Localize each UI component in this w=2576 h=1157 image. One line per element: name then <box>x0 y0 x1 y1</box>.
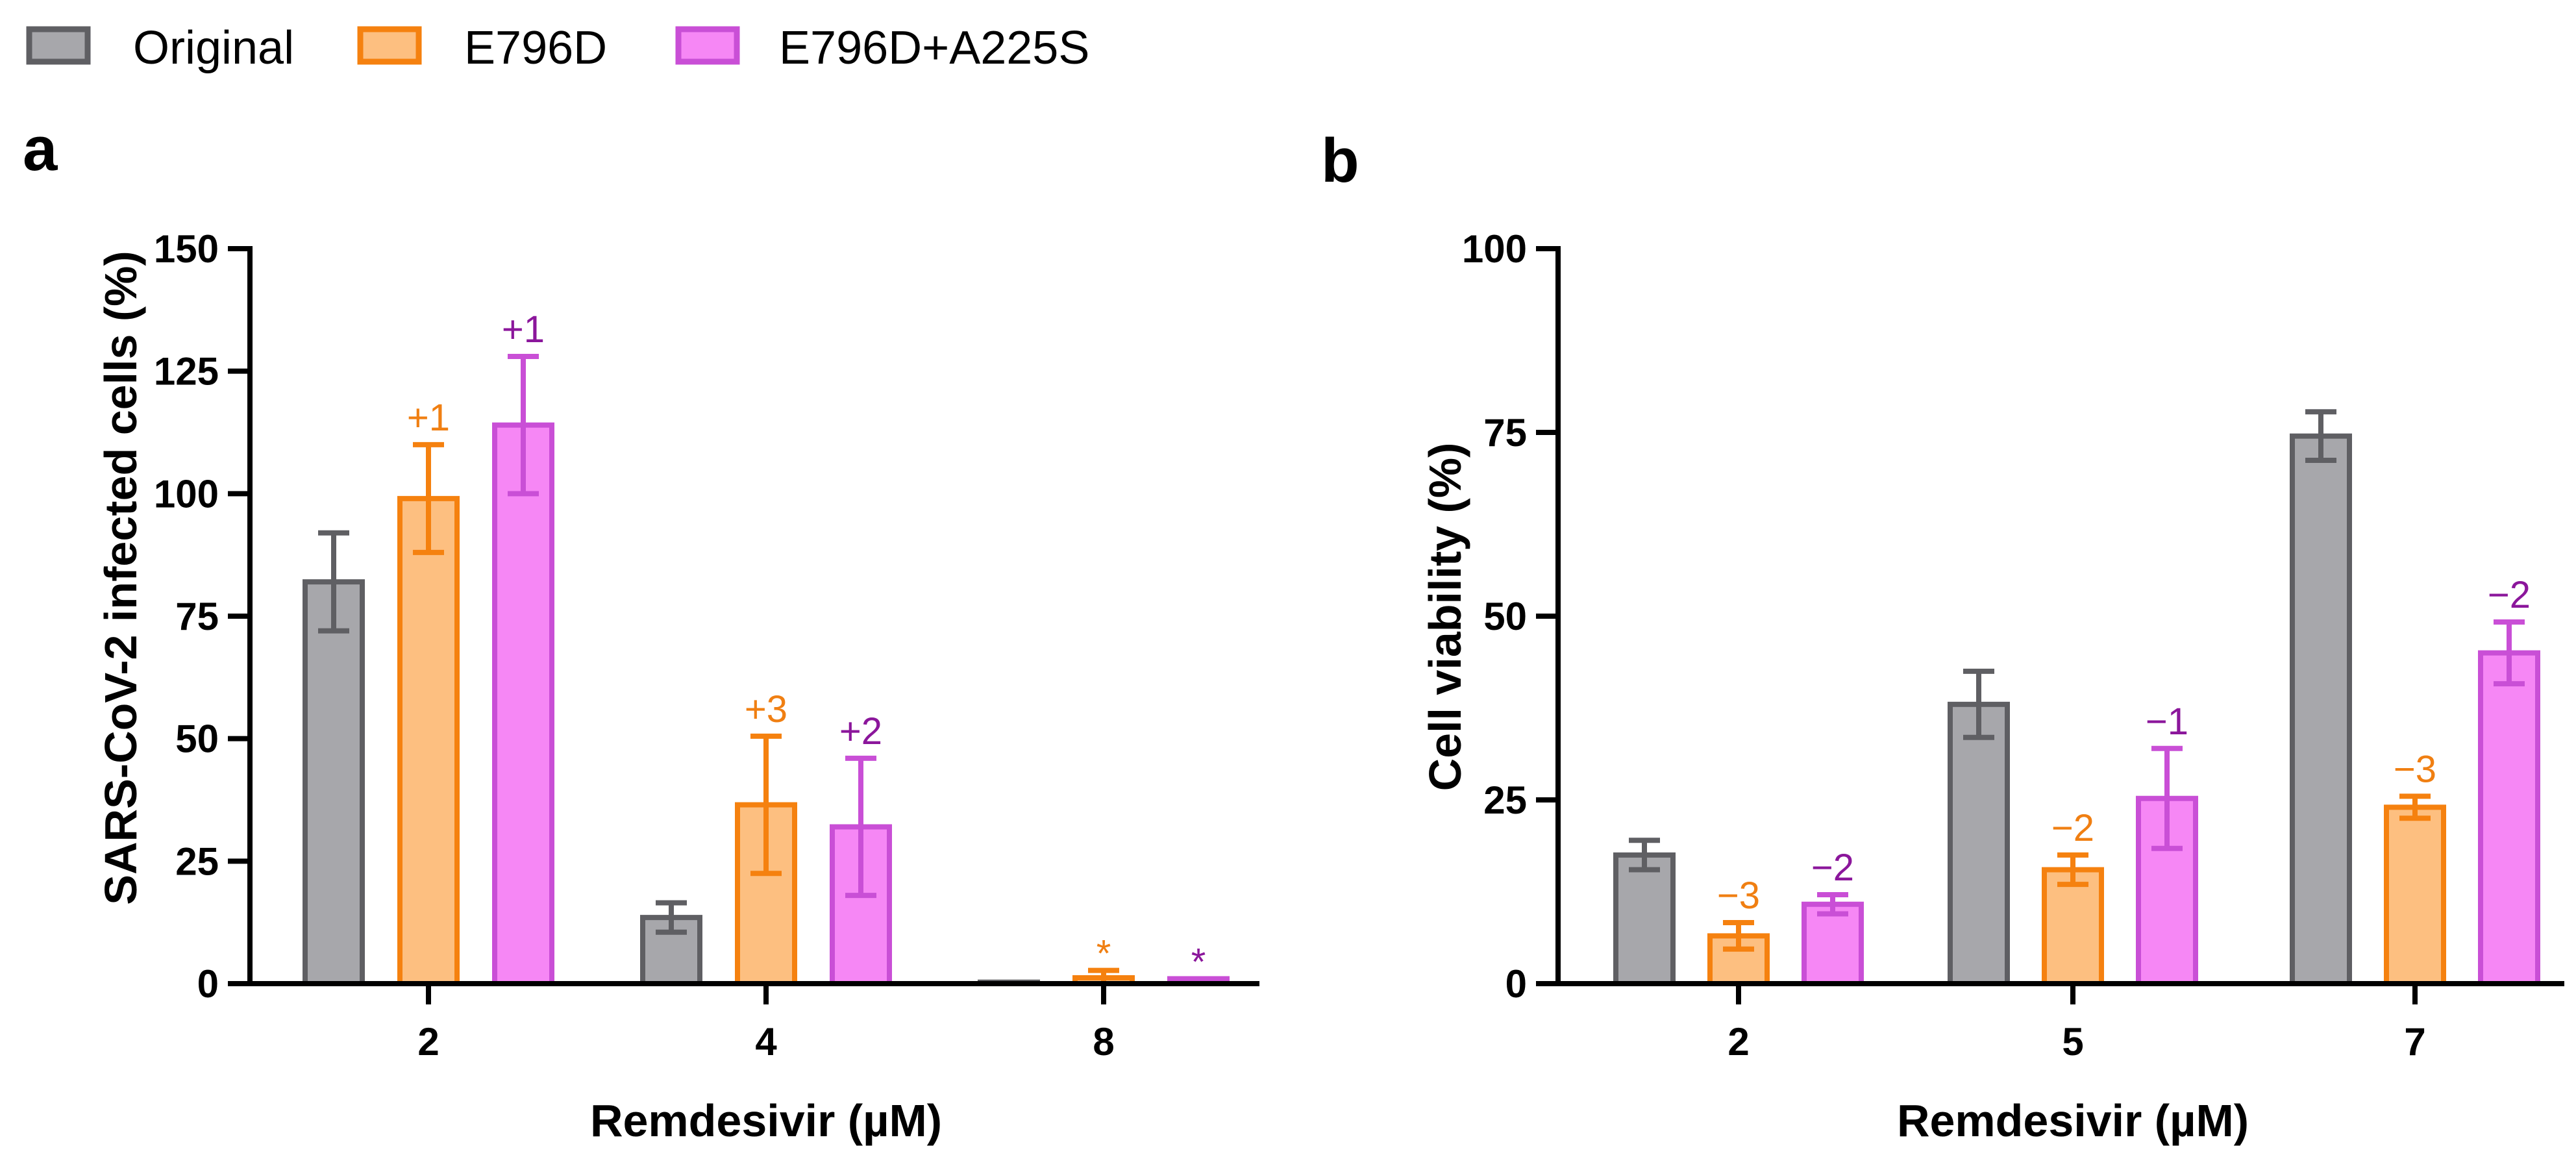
bar <box>1613 852 1676 987</box>
y-tick-label: 75 <box>1483 411 1527 454</box>
y-tick-label: 0 <box>1505 962 1527 1006</box>
y-tick-label: 100 <box>1462 227 1527 271</box>
y-tick-label: 75 <box>175 595 219 638</box>
bar-annotation: −2 <box>2051 807 2094 849</box>
legend: Original E796D E796D+A225S <box>26 22 1089 74</box>
bar <box>2290 433 2352 986</box>
y-tick-label: 100 <box>154 472 219 516</box>
x-tick-label: 4 <box>755 1020 777 1064</box>
bar-annotation: +1 <box>407 397 450 439</box>
bar-annotation: −2 <box>1811 847 1854 889</box>
legend-label-original: Original <box>133 22 294 74</box>
x-tick-label: 8 <box>1093 1020 1114 1064</box>
bar-annotation: * <box>1096 933 1111 975</box>
legend-label-e796d-a225s: E796D+A225S <box>779 22 1089 74</box>
panel-b-x-axis-title: Remdesivir (µM) <box>1897 1095 2249 1146</box>
panel-a-x-axis-ticks: 2 4 8 <box>417 984 1115 1064</box>
bar-annotation: −1 <box>2146 701 2188 743</box>
legend-swatch-e796d-a225s <box>675 26 740 65</box>
panel-b-annotations: −3 −2 −3 −2 −1 −2 <box>1717 574 2531 917</box>
panel-a-y-axis-ticks: 0 25 50 75 100 125 150 <box>154 227 250 1006</box>
y-tick-label: 25 <box>1483 778 1527 822</box>
panel-a-bars <box>303 354 1230 987</box>
panel-a-annotations: +1 +3 * +1 +2 * <box>407 308 1206 983</box>
x-tick-label: 2 <box>1728 1020 1749 1064</box>
panel-a-chart: 0 25 50 75 100 125 150 2 4 8 +1 +3 * +1 +2 * Remdesiv… <box>95 227 1259 1146</box>
panel-letter-a: a <box>23 114 58 184</box>
bar <box>303 579 365 986</box>
bar <box>2384 804 2446 986</box>
x-tick-label: 5 <box>2062 1020 2083 1064</box>
bar-annotation: +1 <box>502 308 545 351</box>
y-tick-label: 0 <box>197 962 219 1006</box>
y-tick-label: 50 <box>175 717 219 761</box>
bar-annotation: −2 <box>2488 574 2531 616</box>
panel-letter-b: b <box>1321 126 1359 195</box>
legend-label-e796d: E796D <box>464 22 607 74</box>
bar-annotation: −3 <box>1717 875 1760 917</box>
bar-annotation: +3 <box>745 688 787 730</box>
y-tick-label: 25 <box>175 840 219 883</box>
legend-swatch-original <box>26 26 91 65</box>
panel-b-y-axis-title: Cell viability (%) <box>1420 443 1470 791</box>
bar <box>2478 650 2540 986</box>
bar <box>397 495 460 986</box>
y-tick-label: 125 <box>154 350 219 393</box>
x-tick-label: 2 <box>417 1020 439 1064</box>
panel-b-y-axis-ticks: 0 25 50 75 100 <box>1462 227 1558 1006</box>
bar <box>1948 701 2010 986</box>
panel-a-x-axis-title: Remdesivir (µM) <box>590 1095 942 1146</box>
y-tick-label: 150 <box>154 227 219 271</box>
bar-annotation: −3 <box>2394 748 2436 790</box>
panel-b-x-axis-ticks: 2 5 7 <box>1728 984 2426 1064</box>
panel-a-y-axis-title: SARS-CoV-2 infected cells (%) <box>95 251 146 904</box>
bar-annotation: +2 <box>839 710 882 753</box>
bar <box>492 422 554 986</box>
legend-swatch-e796d <box>357 26 422 65</box>
y-tick-label: 50 <box>1483 595 1527 638</box>
x-tick-label: 7 <box>2404 1020 2425 1064</box>
bar-annotation: * <box>1191 941 1206 983</box>
